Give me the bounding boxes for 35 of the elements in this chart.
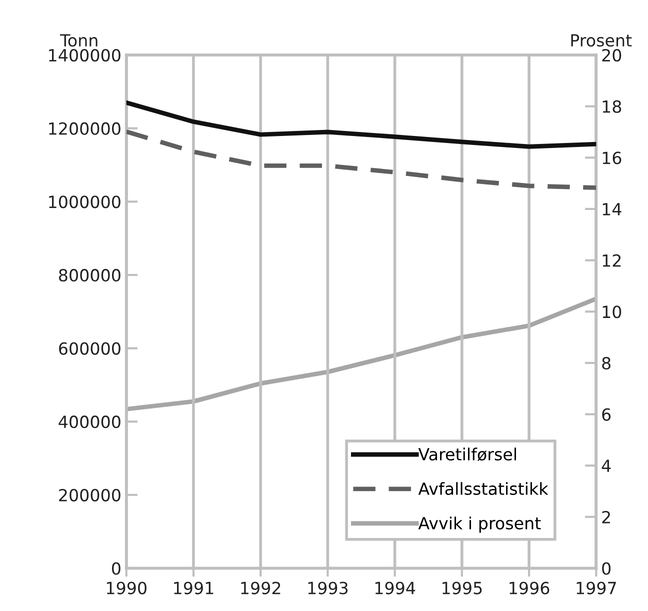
y2-tick-label: 18 — [602, 100, 622, 113]
y-tick-label: 400000 — [58, 416, 120, 428]
y-tick-label: 800000 — [59, 268, 120, 282]
y2-tick-label: 6 — [602, 408, 611, 421]
y2-tick-label: 14 — [602, 203, 622, 216]
legend-label: Varetilførsel — [418, 448, 516, 462]
legend-label: Avfallsstatistikk — [418, 482, 548, 496]
y2-tick-label: 10 — [602, 306, 622, 318]
y-tick-label: 1200000 — [49, 122, 120, 135]
x-tick-label: 1991 — [174, 582, 214, 594]
y2-tick-label: 0 — [602, 562, 611, 575]
x-tick-label: 1996 — [510, 582, 550, 594]
y2-tick-label: 4 — [602, 460, 611, 472]
line-series — [126, 129, 596, 190]
y-tick-label: 600000 — [59, 342, 120, 355]
y-axis-title: Tonn — [60, 34, 98, 47]
y-tick-label: 0 — [112, 562, 120, 575]
x-tick-label: 1993 — [308, 582, 348, 594]
x-tick-label: 1995 — [442, 582, 482, 594]
y2-tick-label: 20 — [602, 48, 622, 62]
y2-tick-label: 16 — [602, 152, 622, 164]
y-tick-label: 1400000 — [49, 48, 120, 62]
y2-axis-title: Prosent — [571, 34, 632, 47]
y2-tick-label: 2 — [602, 510, 610, 524]
y-tick-label: 1000000 — [49, 196, 120, 208]
line-series — [126, 296, 596, 412]
line-series — [126, 100, 596, 149]
x-tick-label: 1990 — [106, 582, 146, 594]
x-tick-label: 1994 — [375, 582, 416, 594]
y-tick-label: 200000 — [59, 488, 120, 502]
y2-tick-label: 12 — [602, 254, 621, 267]
y2-tick-label: 8 — [602, 356, 610, 370]
x-tick-label: 1997 — [576, 582, 616, 594]
legend-label: Avvik i prosent — [418, 516, 541, 533]
x-tick-label: 1992 — [241, 582, 280, 594]
